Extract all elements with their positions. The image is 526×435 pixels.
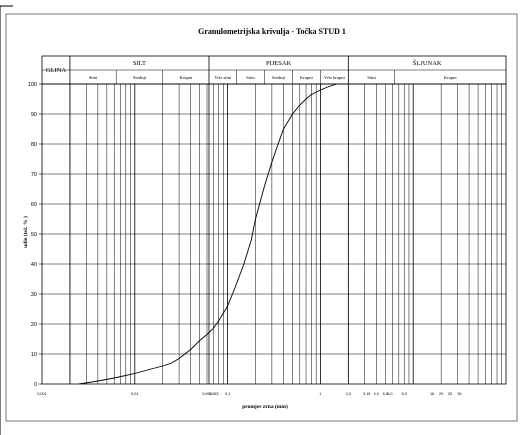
header-frame <box>41 55 507 85</box>
x-tick-label: 30 <box>457 392 461 396</box>
chart-border <box>5 13 518 422</box>
x-axis-label: promjer zrna (mm) <box>242 403 288 410</box>
y-tick-label: 40 <box>31 262 37 268</box>
subband-label: Vrlo krupni <box>324 75 346 80</box>
subband-label: Sitni <box>367 75 376 80</box>
subband-label: Vrlo sitni <box>214 75 232 80</box>
subband-label: Krupni <box>300 75 313 80</box>
x-tick-label: 0,001 <box>37 392 47 396</box>
x-tick-label: 20 <box>439 392 443 396</box>
soil-classification-header: GLINA SILT Sitni Srednji Krupni PIJESAK Vrlo s… <box>42 56 506 384</box>
y-tick-label: 20 <box>31 322 37 328</box>
subband-label: Sitni <box>89 75 98 80</box>
y-tick-label: 10 <box>31 352 37 358</box>
y-tick-label: 90 <box>31 112 37 118</box>
x-tick-label: 1 <box>319 392 321 396</box>
grading-curve <box>78 83 337 385</box>
y-axis-label: udio (tež. % ) <box>22 216 29 248</box>
x-tick-label: 0,01 <box>131 392 138 396</box>
x-tick-label: 25 <box>448 392 452 396</box>
x-tick-label: 16 <box>430 392 434 396</box>
chart-grid <box>42 84 506 384</box>
x-tick-label: 0,063 <box>209 392 219 396</box>
x-tick-label: 0,1 <box>225 392 230 396</box>
band-label: ŠLJUNAK <box>413 59 442 67</box>
subband-label: Srednji <box>133 75 147 80</box>
y-axis-ticks: 0 10 20 30 40 50 60 70 80 90 100 <box>28 82 42 388</box>
y-tick-label: 0 <box>34 382 37 388</box>
x-tick-label: 3,15 <box>363 392 370 396</box>
x-tick-label: 4,0 <box>374 392 379 396</box>
band-label: PIJESAK <box>266 60 292 67</box>
subband-label: Krupni <box>444 75 457 80</box>
grading-curve-line <box>78 83 337 385</box>
chart-title: Granulometrijska krivulja - Točka STUD 1 <box>198 27 346 36</box>
y-tick-label: 80 <box>31 142 37 148</box>
y-tick-label: 50 <box>31 232 37 238</box>
subband-label: Srednji <box>272 75 286 80</box>
y-tick-label: 60 <box>31 202 37 208</box>
x-tick-label: 6,3 <box>402 392 407 396</box>
y-tick-label: 70 <box>31 172 37 178</box>
y-tick-label: 30 <box>31 292 37 298</box>
x-tick-label: 0,063 <box>202 392 212 396</box>
subband-label: Sitni <box>246 75 255 80</box>
subband-label: Krupni <box>179 75 192 80</box>
band-label: SILT <box>133 60 146 67</box>
band-label: GLINA <box>46 67 67 74</box>
y-tick-label: 100 <box>28 82 37 88</box>
x-tick-label: 5,0 <box>387 392 392 396</box>
x-tick-label: 2,0 <box>346 392 351 396</box>
x-tick-label: 5,0 <box>383 392 388 396</box>
